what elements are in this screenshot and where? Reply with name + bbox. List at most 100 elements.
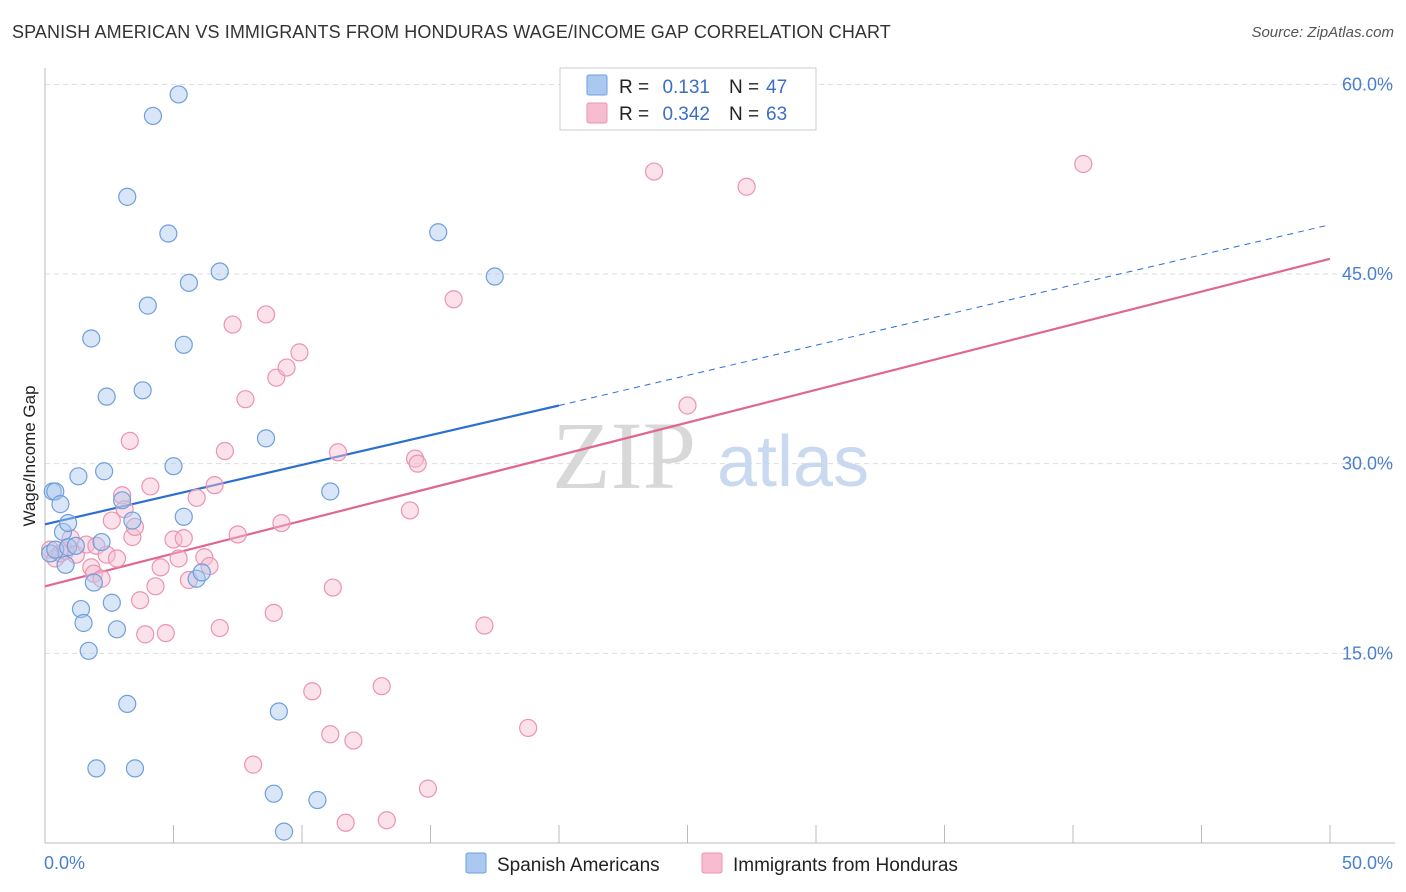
x-tick-label-50: 50.0%: [1342, 853, 1393, 873]
spanish-american-point-42: [274, 822, 294, 841]
spanish-american-points: [41, 85, 504, 841]
honduras-point-43: [277, 358, 296, 377]
spanish-american-point-15: [84, 573, 103, 592]
honduras-point-44: [290, 343, 309, 362]
spanish-american-point-22: [112, 491, 132, 510]
spanish-american-point-14: [82, 329, 101, 348]
legend-r-label-2: R =: [619, 104, 649, 125]
honduras-point-47: [323, 578, 342, 597]
series-legend-label-honduras: Immigrants from Honduras: [733, 855, 958, 876]
honduras-point-62: [737, 177, 756, 196]
series-legend-swatch-pink: [701, 852, 723, 874]
honduras-point-23: [151, 558, 170, 577]
legend-swatch-blue: [586, 74, 608, 96]
legend-n-value-1: 47: [766, 77, 787, 98]
spanish-american-point-26: [125, 759, 145, 778]
trend-lines: [44, 224, 1331, 588]
spanish-american-point-25: [123, 511, 142, 530]
spanish-american-point-6: [56, 555, 75, 574]
spanish-american-point-20: [102, 593, 121, 612]
honduras-point-24: [156, 623, 175, 643]
spanish-american-point-19: [97, 387, 116, 406]
legend-r-value-1: 0.131: [662, 77, 710, 98]
spanish-american-point-18: [95, 462, 114, 481]
honduras-point-55: [408, 454, 427, 473]
spanish-american-point-8: [59, 538, 78, 557]
honduras-point-57: [444, 290, 463, 309]
honduras-point-52: [377, 811, 396, 830]
watermark-atlas: atlas: [717, 422, 869, 502]
honduras-point-12: [102, 511, 121, 530]
y-tick-label-45: 45.0%: [1342, 264, 1393, 284]
honduras-point-26: [169, 549, 188, 568]
spanish-american-point-38: [210, 262, 229, 281]
watermark-zip: ZIP: [552, 402, 696, 509]
honduras-point-45: [303, 682, 322, 701]
y-axis-title: Wage/Income Gap: [20, 385, 39, 526]
honduras-point-60: [644, 162, 664, 181]
honduras-point-32: [205, 476, 224, 495]
honduras-point-54: [405, 449, 425, 468]
honduras-point-37: [236, 390, 255, 409]
spanish-american-point-21: [107, 620, 127, 639]
series-legend: Spanish Americans Immigrants from Hondur…: [465, 852, 958, 876]
legend-n-value-2: 63: [766, 104, 787, 125]
honduras-point-42: [272, 513, 291, 533]
y-tick-label-60: 60.0%: [1342, 74, 1393, 94]
gridlines: [45, 83, 1395, 654]
spanish-american-point-44: [321, 482, 340, 501]
honduras-point-40: [264, 603, 283, 622]
y-tick-label-15: 15.0%: [1342, 643, 1393, 663]
trend-line-spanish-americans: [44, 404, 560, 526]
series-legend-swatch-blue: [465, 852, 487, 874]
y-tick-label-30: 30.0%: [1342, 454, 1393, 474]
spanish-american-point-4: [51, 495, 70, 514]
spanish-american-point-46: [485, 267, 504, 286]
honduras-point-30: [195, 548, 214, 567]
legend-n-label-1: N =: [729, 77, 759, 98]
honduras-point-35: [223, 315, 242, 334]
honduras-point-61: [678, 396, 697, 415]
spanish-american-point-12: [74, 613, 93, 633]
series-legend-label-spanish-americans: Spanish Americans: [497, 855, 660, 876]
spanish-american-point-41: [269, 702, 288, 721]
honduras-point-34: [215, 441, 234, 461]
honduras-point-22: [146, 577, 165, 596]
honduras-point-53: [400, 501, 420, 520]
x-tick-label-0: 0.0%: [44, 853, 85, 873]
honduras-point-16: [120, 431, 139, 451]
spanish-american-point-39: [256, 429, 276, 448]
honduras-point-63: [1074, 154, 1093, 174]
spanish-american-point-9: [66, 536, 85, 555]
honduras-point-58: [475, 616, 494, 635]
honduras-point-33: [210, 618, 229, 638]
spanish-american-point-30: [159, 224, 178, 243]
honduras-point-51: [372, 677, 391, 696]
honduras-point-50: [344, 731, 363, 750]
spanish-american-point-34: [174, 335, 193, 354]
honduras-point-49: [336, 813, 355, 832]
axes: [44, 68, 1395, 844]
spanish-american-point-24: [118, 187, 137, 206]
honduras-point-29: [187, 488, 206, 507]
spanish-american-point-32: [169, 85, 188, 104]
spanish-american-point-10: [69, 467, 88, 486]
honduras-point-21: [141, 477, 160, 496]
honduras-point-19: [130, 591, 150, 610]
honduras-point-56: [418, 779, 438, 798]
spanish-american-point-7: [59, 513, 78, 533]
legend-r-label-1: R =: [619, 77, 649, 98]
spanish-american-point-11: [71, 599, 91, 619]
chart-title: SPANISH AMERICAN VS IMMIGRANTS FROM HOND…: [12, 22, 891, 42]
spanish-american-point-27: [133, 381, 152, 400]
honduras-point-39: [256, 305, 276, 324]
spanish-american-point-40: [264, 784, 283, 803]
honduras-point-13: [107, 549, 127, 568]
spanish-american-point-13: [79, 641, 98, 660]
spanish-american-point-17: [92, 532, 111, 552]
correlation-legend: R = 0.131 N = 47 R = 0.342 N = 63: [559, 67, 817, 131]
honduras-point-20: [136, 625, 155, 644]
spanish-american-point-37: [192, 563, 211, 582]
honduras-point-27: [174, 529, 193, 548]
spanish-american-point-31: [164, 457, 183, 476]
